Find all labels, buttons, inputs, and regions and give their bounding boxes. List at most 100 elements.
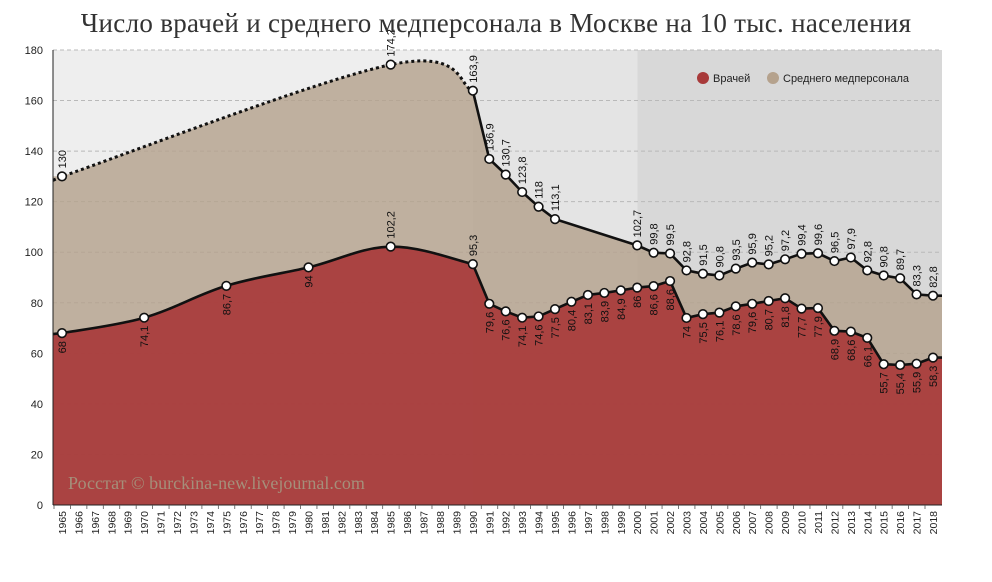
doctors-data-label: 88,6: [665, 289, 677, 310]
nurses-point: [549, 214, 561, 225]
x-tick-label: 1965: [57, 511, 69, 535]
x-tick-label: 1975: [221, 511, 233, 535]
nurses-data-label: 91,5: [698, 244, 710, 265]
x-tick-label: 1980: [304, 511, 316, 535]
doctors-data-label: 80,7: [764, 309, 776, 330]
nurses-point: [779, 254, 791, 265]
nurses-data-label: 97,2: [780, 230, 792, 251]
doctors-point: [714, 307, 725, 318]
x-tick-label: 1999: [616, 511, 628, 535]
doctors-data-label: 86,6: [649, 294, 661, 315]
nurses-point: [467, 85, 478, 96]
doctors-data-label: 76,6: [501, 319, 513, 340]
doctors-area: [53, 246, 942, 505]
doctors-data-label: 77,5: [550, 317, 562, 338]
x-tick-label: 1993: [517, 511, 529, 535]
legend: Врачей Среднего медперсонала: [697, 72, 910, 85]
nurses-data-label: 130: [57, 150, 69, 168]
nurses-data-label: 90,8: [714, 246, 726, 267]
legend-label-doctors: Врачей: [713, 73, 750, 85]
nurses-point: [500, 169, 511, 180]
axes: 0 20 40 60 80 100 120 140 160 180 1965 1966 1967 1968…: [25, 45, 942, 534]
doctors-data-label: 94: [304, 275, 316, 287]
doctors-data-label: 95,3: [468, 235, 480, 256]
x-tick-label: 1998: [599, 511, 611, 535]
x-tick-label: 1995: [550, 511, 562, 535]
doctors-data-label: 74: [681, 326, 693, 338]
y-tick-label: 20: [31, 449, 43, 461]
x-tick-label: 1990: [468, 511, 480, 535]
nurses-point: [533, 201, 544, 212]
doctors-data-label: 68,9: [829, 339, 841, 360]
nurses-data-label: 95,2: [764, 235, 776, 256]
nurses-line-dotted: [52, 59, 474, 182]
nurses-data-label: 97,9: [846, 228, 858, 249]
x-tick-label: 1976: [238, 511, 250, 535]
y-tick-label: 120: [25, 197, 43, 209]
nurses-point: [845, 252, 856, 263]
doctors-data-label: 79,6: [484, 312, 496, 333]
x-tick-label: 1970: [139, 511, 151, 535]
doctors-point: [484, 298, 495, 309]
x-tick-label: 2005: [714, 511, 726, 535]
nurses-data-label: 99,6: [813, 224, 825, 245]
doctors-point: [385, 241, 396, 252]
doctors-point: [599, 287, 610, 299]
nurses-point: [56, 171, 68, 182]
nurses-data-label: 174,2: [386, 29, 398, 57]
doctors-point: [517, 312, 528, 323]
x-tick-label: 2001: [649, 511, 661, 535]
doctors-point: [303, 262, 314, 273]
nurses-point: [632, 240, 643, 251]
nurses-point: [484, 153, 495, 165]
data-labels: 130 174,2 163,9 136,9 130,7 123,8 118 113,1 102,…: [57, 29, 940, 394]
x-tick-label: 2015: [879, 511, 891, 535]
doctors-point: [862, 332, 873, 344]
x-tick-label: 2009: [780, 511, 792, 535]
nurses-point: [796, 248, 807, 259]
nurses-data-label: 95,9: [747, 233, 759, 254]
x-tick-label: 2016: [895, 511, 907, 535]
nurses-point: [911, 289, 922, 300]
doctors-data-label: 77,7: [797, 317, 809, 338]
doctors-data-label: 79,6: [747, 312, 759, 333]
nurses-point: [763, 259, 774, 270]
x-tick-label: 2017: [912, 511, 924, 535]
x-tick-label: 1978: [271, 511, 283, 535]
nurses-data-label: 96,5: [829, 232, 841, 253]
x-tick-label: 1966: [73, 511, 85, 535]
nurses-point: [517, 186, 528, 198]
doctors-point: [221, 280, 232, 291]
doctors-point: [796, 303, 807, 314]
x-tick-label: 2012: [829, 511, 841, 535]
legend-label-nurses: Среднего медперсонала: [783, 73, 910, 85]
doctors-point: [615, 285, 626, 296]
doctors-point: [927, 352, 939, 363]
nurses-data-label: 93,5: [731, 239, 743, 260]
y-tick-label: 60: [31, 348, 43, 360]
x-tick-label: 1986: [402, 511, 414, 535]
nurses-data-label: 92,8: [681, 241, 693, 262]
x-tick-label: 1981: [320, 511, 332, 535]
x-tick-label: 2003: [681, 511, 693, 535]
nurses-data-label: 113,1: [550, 184, 562, 211]
doctors-data-label: 68: [57, 341, 69, 353]
nurses-point: [895, 273, 906, 284]
y-tick-label: 100: [25, 247, 43, 259]
watermark: Росстат © burckina-new.livejournal.com: [68, 473, 365, 493]
doctors-data-label: 66,1: [862, 346, 874, 367]
doctors-point: [895, 359, 906, 371]
doctors-data-label: 58,3: [928, 366, 940, 387]
doctors-point: [681, 312, 692, 324]
x-tick-label: 1969: [123, 511, 135, 535]
x-tick-label: 2010: [797, 511, 809, 535]
x-tick-label: 2006: [731, 511, 743, 535]
y-tick-label: 0: [37, 500, 43, 512]
x-tick-label: 2014: [862, 511, 874, 535]
doctors-point: [664, 275, 676, 287]
doctors-point: [878, 359, 889, 370]
doctors-point: [500, 306, 511, 317]
legend-swatch-doctors: [697, 72, 709, 84]
x-tick-label: 1997: [583, 511, 595, 535]
